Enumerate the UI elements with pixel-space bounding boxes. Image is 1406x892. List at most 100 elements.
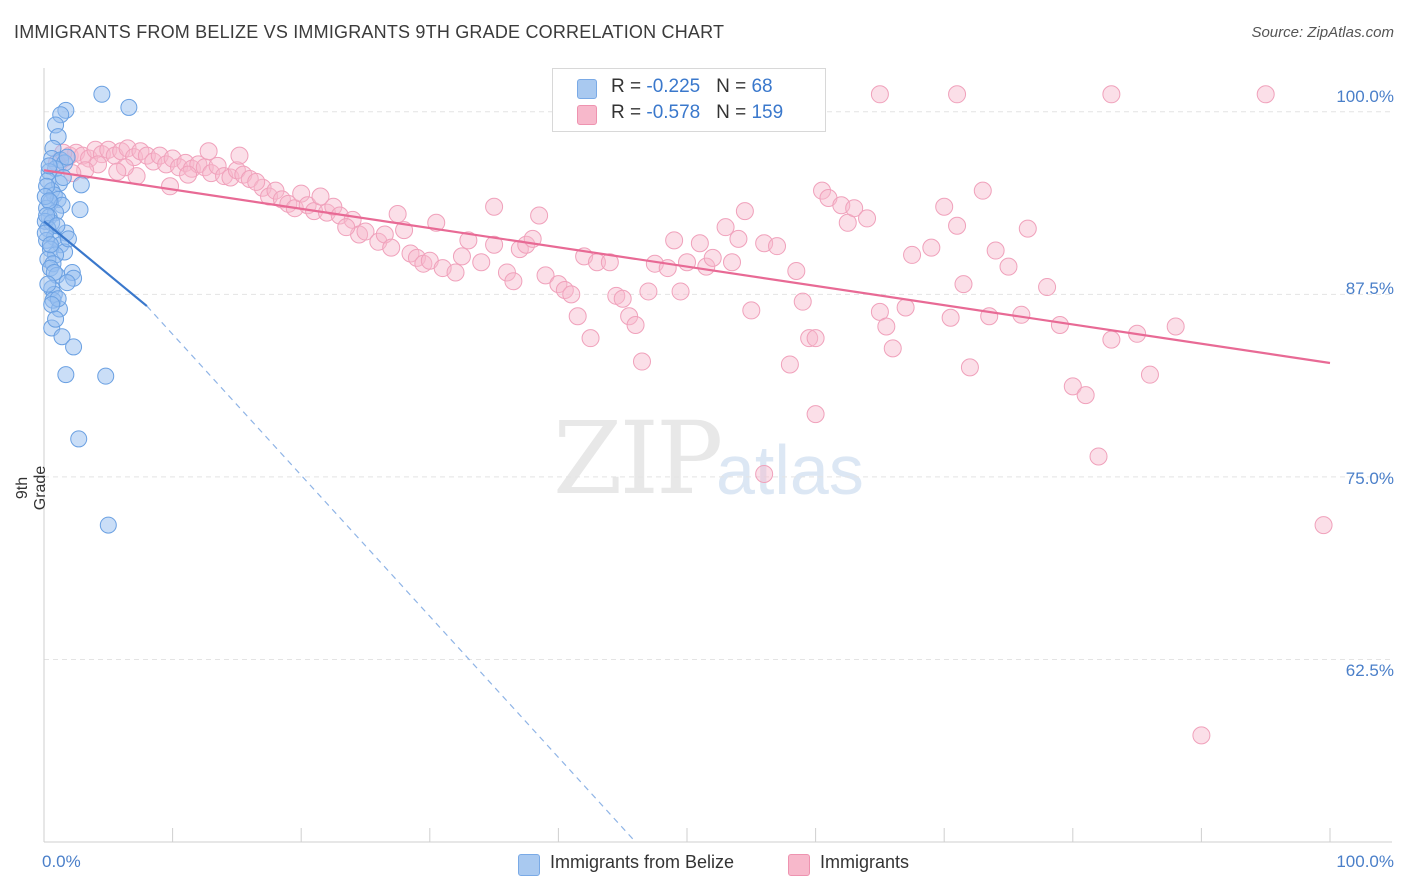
immigrants-point [806, 329, 825, 348]
immigrants-point [337, 218, 356, 237]
belize-point [93, 85, 111, 103]
immigrants-point [530, 206, 549, 225]
immigrants-point [948, 216, 967, 235]
immigrants-point [941, 308, 960, 327]
belize-point [71, 201, 89, 219]
immigrants-point [922, 238, 941, 257]
r-value: -0.225 [646, 76, 701, 97]
stats-legend: R = -0.225 N = 68 R = -0.578 N = 159 [552, 68, 826, 132]
immigrants-point [1076, 386, 1095, 405]
immigrants-point [768, 237, 787, 256]
belize-point [43, 296, 61, 314]
immigrants-point [845, 199, 864, 218]
immigrants-point [179, 165, 198, 184]
immigrants-point [793, 292, 812, 311]
source-credit[interactable]: Source: ZipAtlas.com [1251, 24, 1394, 41]
immigrants-point [787, 261, 806, 280]
belize-trend-extension [146, 305, 637, 843]
immigrants-point [870, 85, 889, 104]
immigrants-point [504, 272, 523, 291]
trend-lines [43, 169, 1331, 843]
immigrants-point [230, 146, 249, 165]
immigrants-point [723, 253, 742, 272]
belize-swatch [577, 79, 597, 99]
immigrants-point [324, 197, 343, 216]
immigrants-point [1140, 365, 1159, 384]
immigrants-point [742, 301, 761, 320]
chart-title: IMMIGRANTS FROM BELIZE VS IMMIGRANTS 9TH… [14, 22, 725, 42]
immigrants-point [703, 248, 722, 267]
immigrants-point [858, 209, 877, 228]
immigrants-point [800, 329, 819, 348]
immigrants-point [813, 181, 832, 200]
x-tick-label: 0.0% [42, 852, 81, 871]
n-label: N = [716, 102, 752, 123]
belize-point [97, 367, 115, 385]
immigrants-point [960, 358, 979, 377]
immigrants-point [999, 257, 1018, 276]
belize-legend-label: Immigrants from Belize [550, 852, 735, 872]
immigrants-point [665, 231, 684, 250]
immigrants-point [292, 184, 311, 203]
immigrants-point [388, 205, 407, 224]
belize-point [40, 192, 58, 210]
y-tick-label: 100.0% [1336, 87, 1394, 106]
watermark-atlas: atlas [716, 431, 864, 509]
belize-legend-swatch [518, 854, 540, 876]
immigrants-point [632, 352, 651, 371]
immigrants-point [472, 253, 491, 272]
belize-point [65, 338, 83, 356]
immigrants-point [247, 172, 266, 191]
immigrants-point [806, 405, 825, 424]
r-label: R = [611, 76, 647, 97]
immigrants-point [935, 197, 954, 216]
immigrants-point [199, 142, 218, 161]
immigrants-point [375, 225, 394, 244]
r-label: R = [611, 102, 647, 123]
belize-point [120, 98, 138, 116]
belize-point [41, 236, 59, 254]
immigrants-point [954, 275, 973, 294]
immigrants-point [562, 285, 581, 304]
n-label: N = [716, 76, 752, 97]
immigrants-point [311, 187, 330, 206]
belize-point [53, 328, 71, 346]
immigrants-point [690, 234, 709, 253]
n-value: 68 [751, 76, 773, 97]
immigrants-point [903, 245, 922, 264]
immigrants-point [620, 307, 639, 326]
y-axis-label: 9th Grade [14, 465, 49, 511]
immigrants-point [626, 316, 645, 335]
grid-lines [44, 111, 1392, 660]
immigrants-point [356, 222, 375, 241]
immigrants-point [986, 241, 1005, 260]
immigrants-point [459, 231, 478, 250]
immigrants-point [161, 177, 180, 196]
immigrants-point [485, 197, 504, 216]
immigrants-point [600, 253, 619, 272]
belize-point [39, 275, 57, 293]
immigrants-legend-swatch [788, 854, 810, 876]
immigrants-point [973, 181, 992, 200]
r-value: -0.578 [646, 102, 701, 123]
immigrants-point [568, 307, 587, 326]
watermark-zip: ZIP [553, 400, 723, 517]
y-tick-label: 62.5% [1345, 661, 1394, 680]
immigrants-point [1192, 726, 1211, 745]
immigrants-point [716, 218, 735, 237]
immigrants-point [1018, 219, 1037, 238]
immigrants-point [729, 229, 748, 248]
immigrants-point [266, 181, 285, 200]
immigrants-point [1166, 317, 1185, 336]
immigrants-point [1102, 330, 1121, 349]
immigrants-points [47, 85, 1333, 745]
y-tick-label: 87.5% [1345, 279, 1394, 298]
immigrants-point [877, 317, 896, 336]
immigrants-point [1102, 85, 1121, 104]
immigrants-point [581, 329, 600, 348]
immigrants-point [452, 247, 471, 266]
belize-point [58, 274, 76, 292]
immigrants-swatch [577, 105, 597, 125]
immigrants-point [948, 85, 967, 104]
